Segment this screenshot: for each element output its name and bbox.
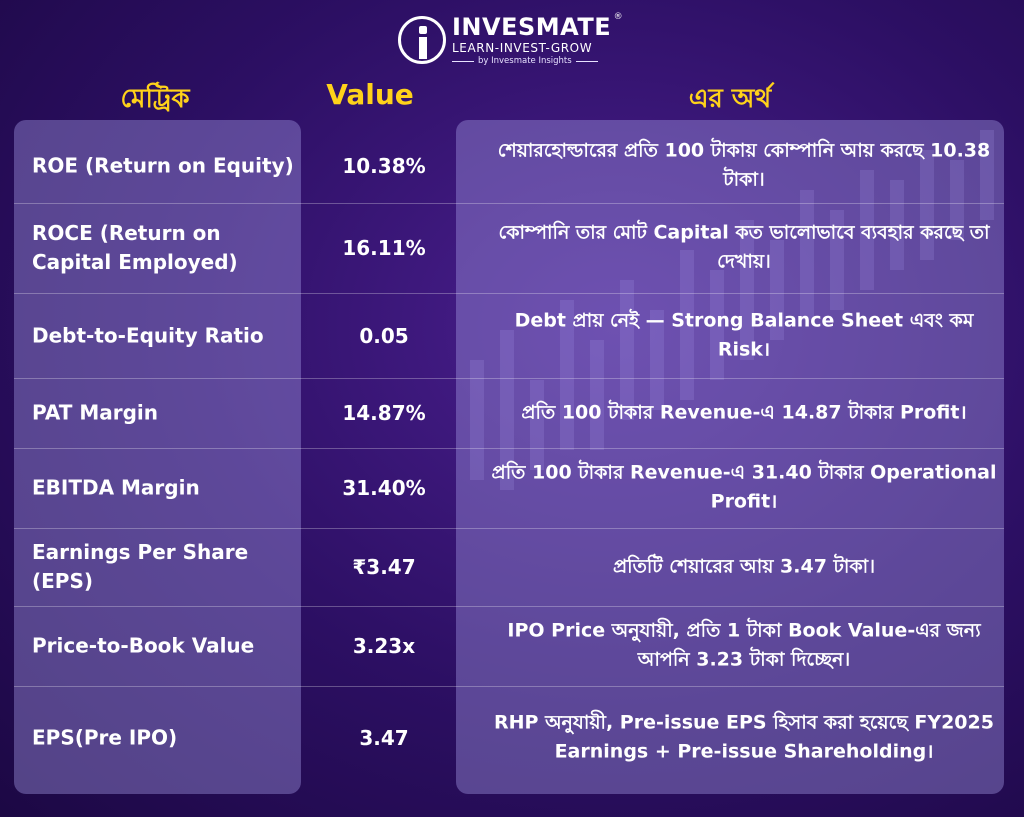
table-row: Debt-to-Equity Ratio 0.05 Debt প্রায় নেই … [14, 293, 1004, 378]
row-divider [14, 686, 1004, 687]
table-row: PAT Margin 14.87% প্রতি 100 টাকার Revenue-… [14, 378, 1004, 448]
metric-value: 0.05 [359, 323, 409, 348]
brand-logo: INVESMATE ® LEARN-INVEST-GROW by Invesmat… [398, 12, 628, 68]
registered-mark: ® [613, 11, 624, 22]
brand-byline: by Invesmate Insights [478, 55, 572, 66]
header-value: Value [326, 78, 414, 111]
metric-value: 3.47 [359, 726, 409, 750]
row-divider [14, 448, 1004, 449]
row-divider [14, 378, 1004, 379]
metric-meaning: প্রতি 100 টাকার Revenue-এ 14.87 টাকার Pr… [521, 401, 967, 424]
metric-name: EPS(Pre IPO) [32, 725, 178, 750]
metric-name: Earnings Per Share (EPS) [32, 540, 249, 593]
header-meaning: এর অর্থ [688, 84, 772, 114]
metric-name: ROE (Return on Equity) [32, 153, 294, 177]
metric-meaning: প্রতি 100 টাকার Revenue-এ 31.40 টাকার Op… [491, 461, 997, 513]
metric-meaning: RHP অনুযায়ী, Pre-issue EPS হিসাব করা হয… [494, 711, 994, 763]
metric-name: EBITDA Margin [32, 475, 200, 500]
meaning-column-panel [456, 120, 1004, 794]
row-divider [14, 293, 1004, 294]
header-metric: মেট্রিক [120, 84, 190, 114]
logo-icon [398, 16, 446, 64]
metric-meaning: প্রতিটি শেয়ারের আয় 3.47 টাকা। [612, 555, 875, 578]
metric-value: 31.40% [342, 476, 426, 500]
row-divider [14, 606, 1004, 607]
table-row: EPS(Pre IPO) 3.47 RHP অনুযায়ী, Pre-issue … [14, 686, 1004, 790]
metric-meaning: কোম্পানি তার মোট Capital কত ভালোভাবে ব্য… [498, 221, 990, 273]
brand-tagline: LEARN-INVEST-GROW [452, 40, 593, 55]
metric-meaning: IPO Price অনুযায়ী, প্রতি 1 টাকা Book Va… [507, 619, 981, 671]
metric-value: 10.38% [342, 153, 426, 178]
row-divider [14, 203, 1004, 204]
table-row: ROE (Return on Equity) 10.38% শেয়ারহোল্ডা… [14, 128, 1004, 203]
table-row: Price-to-Book Value 3.23x IPO Price অনুযায… [14, 606, 1004, 686]
metric-name: ROCE (Return on Capital Employed) [32, 221, 238, 274]
metric-column-panel [14, 120, 301, 794]
metric-value: 3.23x [352, 634, 416, 658]
metric-name: Price-to-Book Value [32, 633, 255, 658]
table-row: ROCE (Return on Capital Employed) 16.11% ক… [14, 203, 1004, 293]
metric-value: ₹3.47 [352, 555, 416, 579]
metric-meaning: Debt প্রায় নেই — Strong Balance Sheet এ… [514, 309, 974, 361]
metric-value: 16.11% [342, 236, 426, 260]
metric-name: Debt-to-Equity Ratio [32, 323, 264, 347]
metric-meaning: শেয়ারহোল্ডারের প্রতি 100 টাকায় কোম্পান… [497, 139, 991, 191]
brand-name: INVESMATE [452, 12, 612, 41]
metric-name: PAT Margin [32, 400, 159, 425]
table-row: EBITDA Margin 31.40% প্রতি 100 টাকার Reven… [14, 448, 1004, 528]
metric-value: 14.87% [342, 401, 426, 425]
row-divider [14, 528, 1004, 529]
table-row: Earnings Per Share (EPS) ₹3.47 প্রতিটি শেয… [14, 528, 1004, 606]
